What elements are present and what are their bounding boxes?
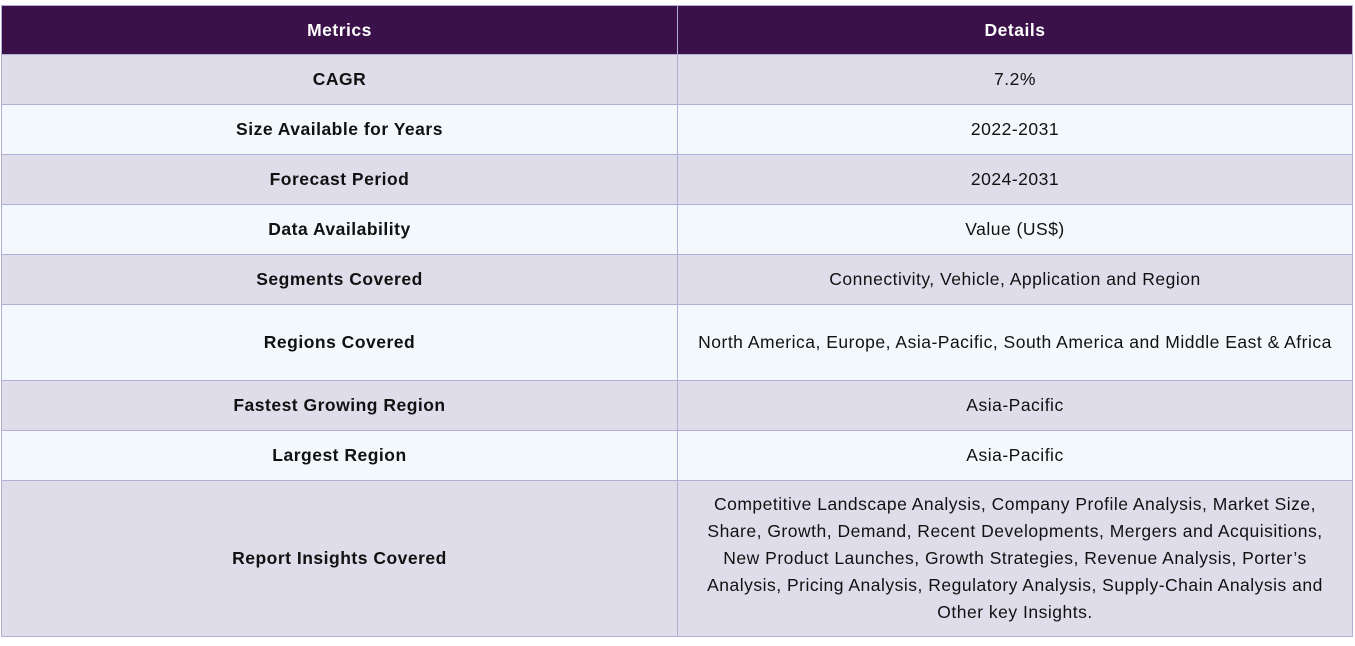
table-row: Data Availability Value (US$) (1, 204, 1353, 255)
table-row: Forecast Period 2024-2031 (1, 154, 1353, 205)
report-metrics-table: Metrics Details CAGR 7.2% Size Available… (1, 5, 1353, 637)
detail-cell: 7.2% (677, 54, 1353, 105)
detail-cell: 2024-2031 (677, 154, 1353, 205)
table-row: Segments Covered Connectivity, Vehicle, … (1, 254, 1353, 305)
table-row: Size Available for Years 2022-2031 (1, 104, 1353, 155)
table-row: Fastest Growing Region Asia-Pacific (1, 380, 1353, 431)
metric-cell: Data Availability (1, 204, 678, 255)
metric-cell: Largest Region (1, 430, 678, 481)
table-row: Report Insights Covered Competitive Land… (1, 480, 1353, 637)
detail-cell: North America, Europe, Asia-Pacific, Sou… (677, 304, 1353, 381)
metric-cell: Report Insights Covered (1, 480, 678, 637)
details-column-header: Details (677, 5, 1353, 55)
detail-cell: Asia-Pacific (677, 380, 1353, 431)
metric-cell: Size Available for Years (1, 104, 678, 155)
detail-cell: Competitive Landscape Analysis, Company … (677, 480, 1353, 637)
table-header-row: Metrics Details (1, 5, 1353, 55)
metric-cell: Fastest Growing Region (1, 380, 678, 431)
metric-cell: Forecast Period (1, 154, 678, 205)
detail-cell: Value (US$) (677, 204, 1353, 255)
detail-cell: Connectivity, Vehicle, Application and R… (677, 254, 1353, 305)
metric-cell: Regions Covered (1, 304, 678, 381)
detail-cell: 2022-2031 (677, 104, 1353, 155)
metric-cell: CAGR (1, 54, 678, 105)
metric-cell: Segments Covered (1, 254, 678, 305)
table-row: Largest Region Asia-Pacific (1, 430, 1353, 481)
detail-cell: Asia-Pacific (677, 430, 1353, 481)
report-table-container: Metrics Details CAGR 7.2% Size Available… (1, 5, 1353, 637)
metrics-column-header: Metrics (1, 5, 678, 55)
table-row: CAGR 7.2% (1, 54, 1353, 105)
table-row: Regions Covered North America, Europe, A… (1, 304, 1353, 381)
